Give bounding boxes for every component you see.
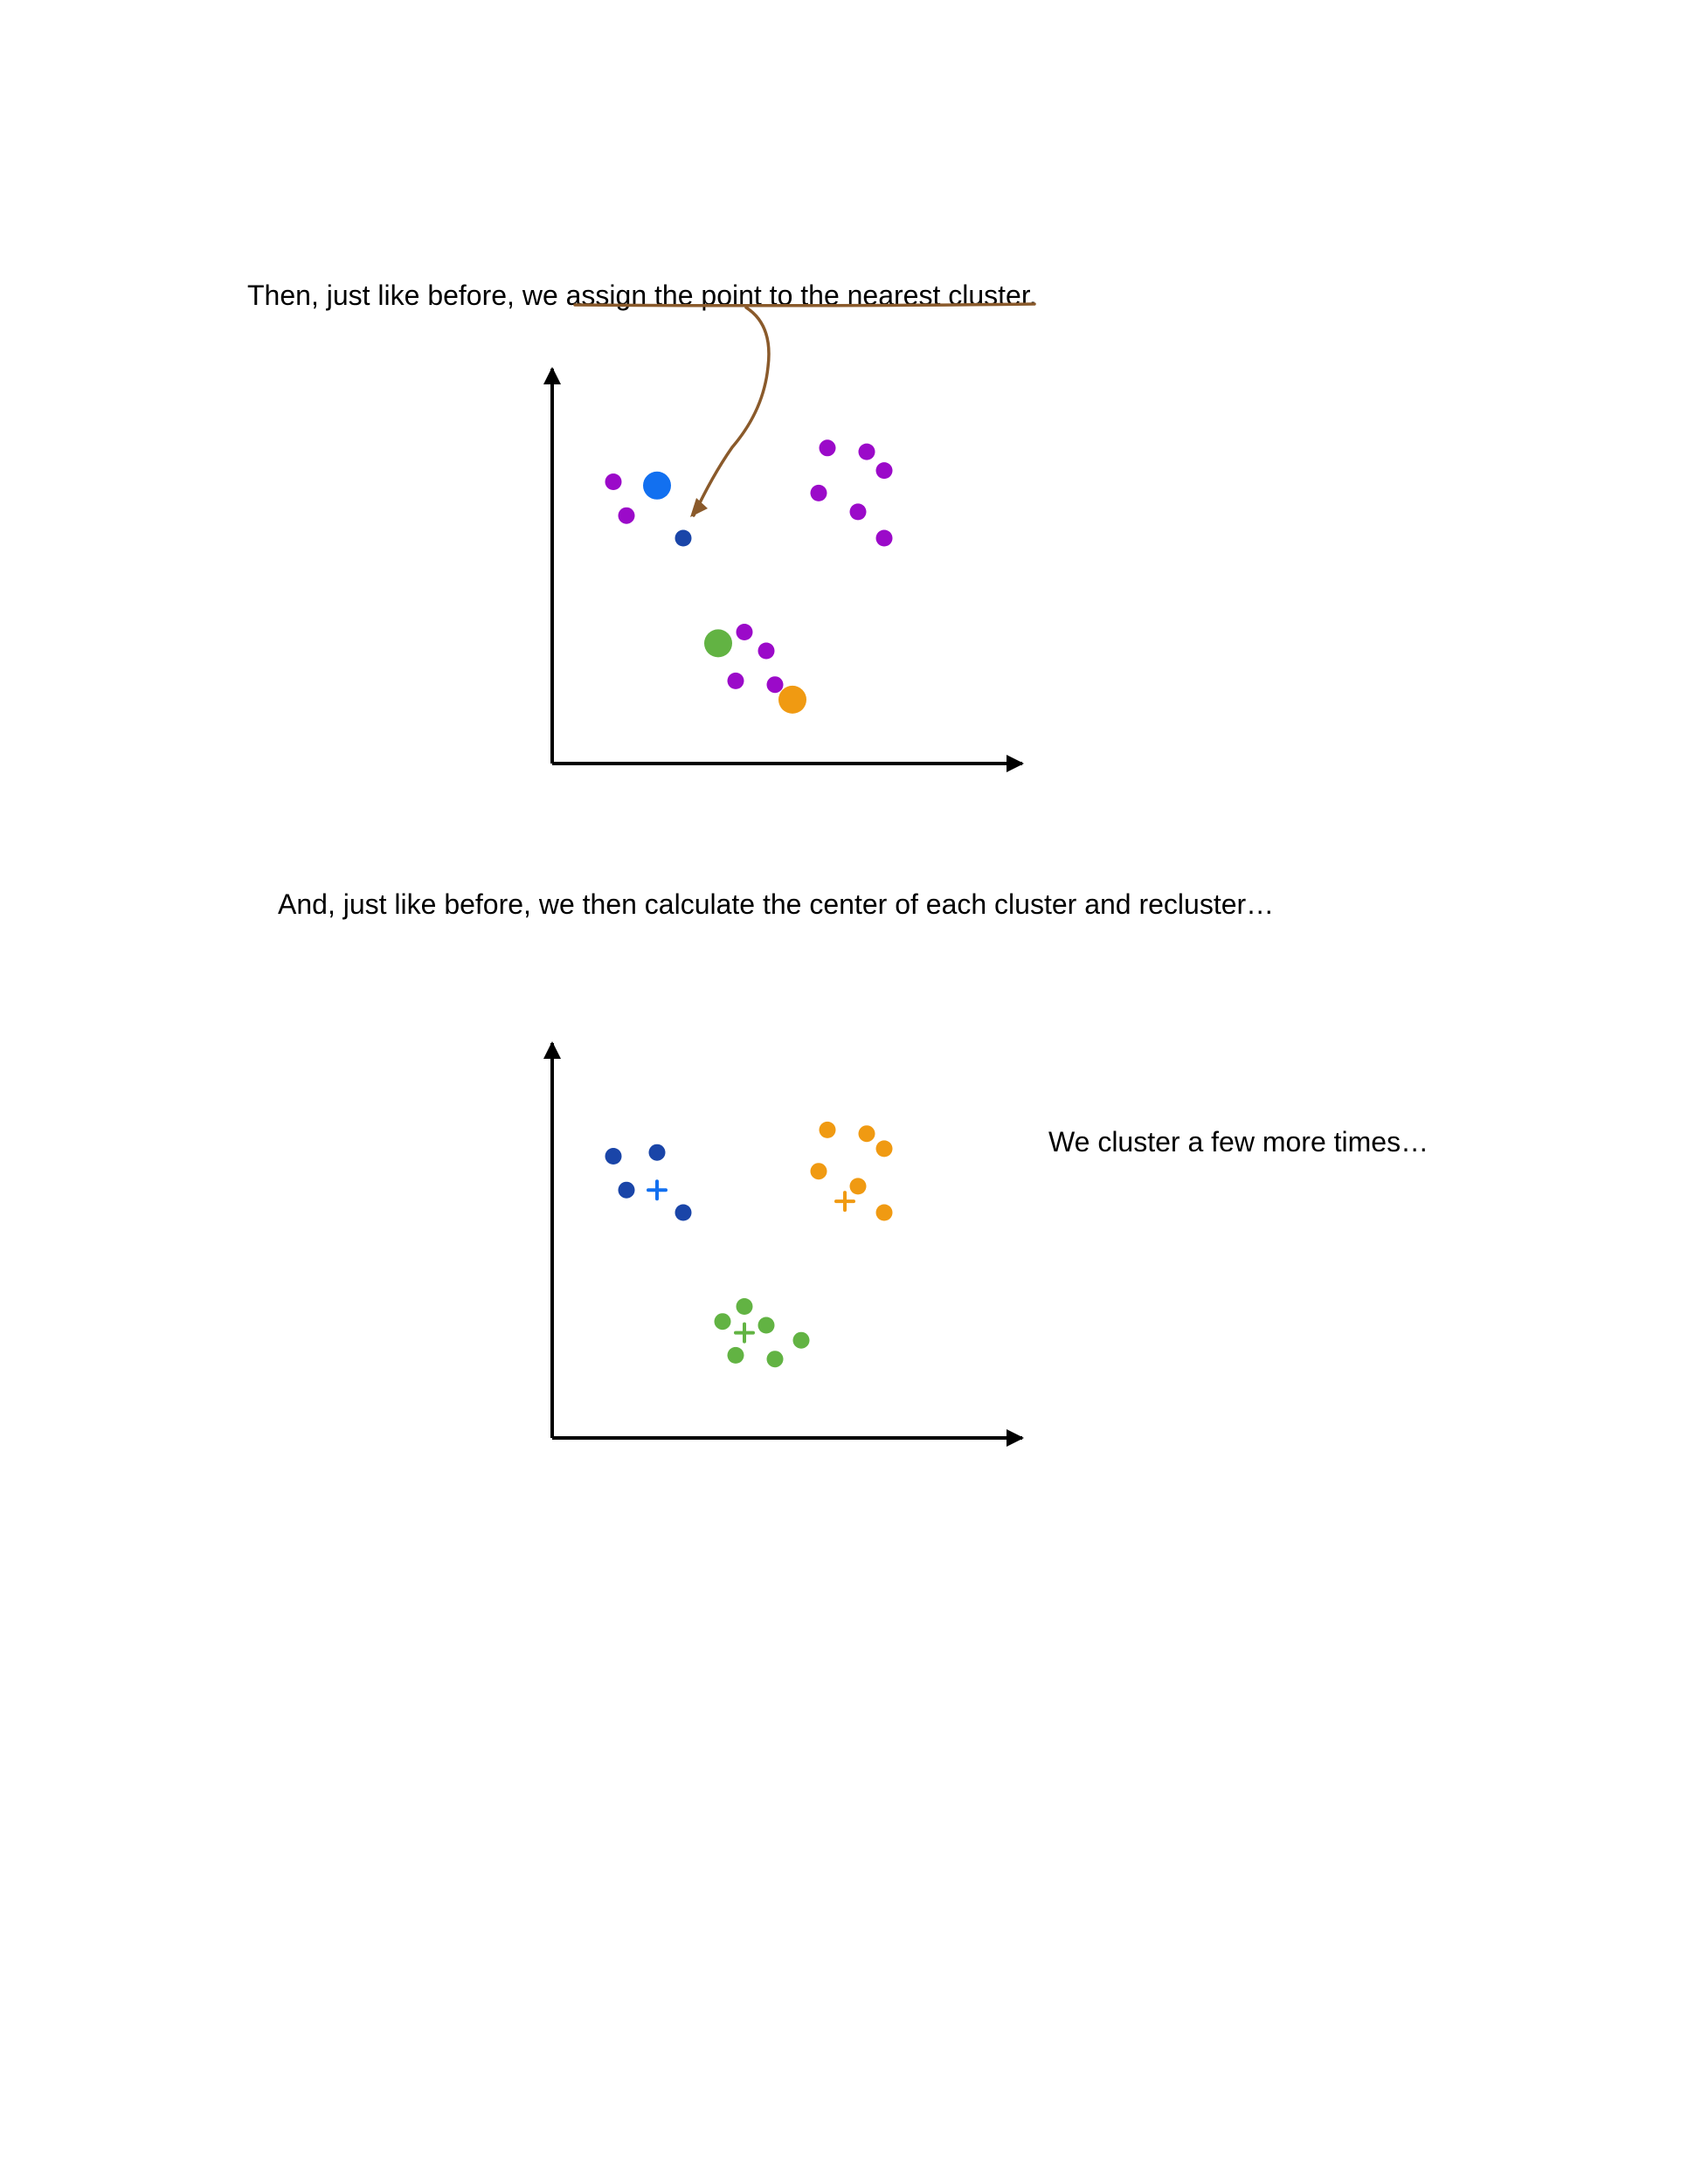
data-point-unassigned-6	[849, 503, 867, 521]
series-cluster-green	[714, 1298, 810, 1368]
series-centroid-orange	[834, 1191, 855, 1213]
caption-repeat-step: We cluster a few more times…	[1048, 1126, 1429, 1158]
data-point-unassigned-4	[875, 462, 893, 480]
data-point-unassigned-10	[727, 672, 744, 689]
caption-recenter-step: And, just like before, we then calculate…	[278, 888, 1275, 920]
data-point-unassigned-5	[810, 484, 827, 501]
data-point-unassigned-0	[605, 473, 622, 490]
series-centroid-blue	[647, 1179, 668, 1201]
data-point-cluster-green-4	[727, 1346, 744, 1364]
data-point-cluster-orange-1	[858, 1125, 875, 1143]
series-centroid-green	[704, 629, 732, 658]
data-point-assigned-to-blue-0	[675, 529, 692, 547]
series-centroid-orange	[778, 685, 806, 714]
data-point-cluster-orange-0	[819, 1121, 836, 1138]
centroid-marker-centroid-green-0	[734, 1322, 755, 1344]
data-point-unassigned-1	[618, 507, 635, 524]
annotation-curve	[692, 306, 771, 517]
data-point-cluster-blue-3	[675, 1204, 692, 1221]
data-point-cluster-blue-2	[618, 1181, 635, 1199]
annotation-underline	[573, 302, 1036, 308]
centroid-marker-centroid-blue-0	[643, 471, 671, 500]
data-point-unassigned-2	[819, 439, 836, 457]
data-point-cluster-green-5	[766, 1351, 784, 1368]
data-point-unassigned-9	[758, 642, 775, 660]
data-point-cluster-green-1	[736, 1298, 753, 1315]
scatter-chart-assign	[543, 302, 1036, 772]
centroid-marker-centroid-green-0	[704, 629, 732, 658]
series-centroid-blue	[643, 471, 671, 500]
centroid-marker-centroid-orange-0	[778, 685, 806, 714]
annotation-arrow	[573, 302, 1036, 517]
data-point-cluster-blue-0	[605, 1148, 622, 1165]
data-point-unassigned-7	[875, 529, 893, 547]
series-assigned-to-blue	[675, 529, 692, 547]
centroid-marker-centroid-blue-0	[647, 1179, 668, 1201]
data-point-cluster-blue-1	[648, 1144, 666, 1161]
data-point-cluster-green-2	[758, 1317, 775, 1334]
data-point-cluster-green-3	[792, 1331, 810, 1349]
data-point-unassigned-8	[736, 624, 753, 640]
data-point-unassigned-11	[766, 676, 784, 694]
series-unassigned	[605, 439, 893, 694]
data-point-unassigned-3	[858, 443, 875, 460]
data-point-cluster-orange-4	[849, 1178, 867, 1195]
centroid-marker-centroid-orange-0	[834, 1191, 855, 1213]
data-point-cluster-orange-3	[810, 1163, 827, 1180]
data-point-cluster-orange-2	[875, 1140, 893, 1158]
scatter-chart-recluster	[543, 1041, 1024, 1447]
annotation-arrowhead	[690, 498, 708, 517]
series-cluster-orange	[810, 1121, 893, 1221]
series-centroid-green	[734, 1322, 755, 1344]
data-point-cluster-orange-5	[875, 1204, 893, 1221]
data-point-cluster-green-0	[714, 1313, 731, 1330]
series-cluster-blue	[605, 1144, 692, 1221]
